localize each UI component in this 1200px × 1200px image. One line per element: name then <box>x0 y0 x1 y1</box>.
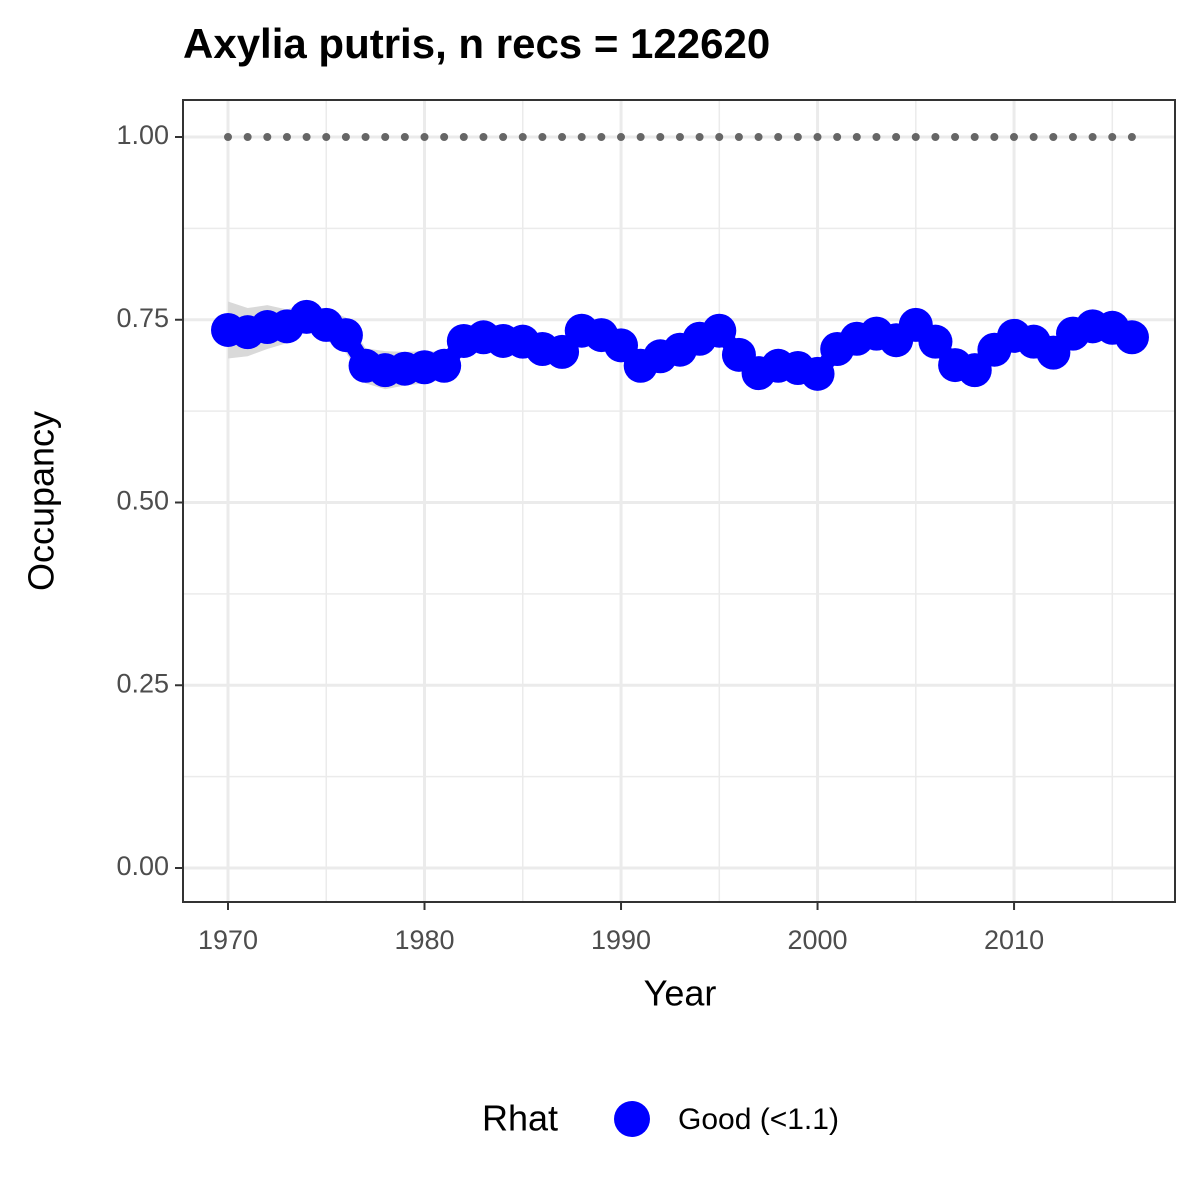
data-point <box>918 324 953 359</box>
chart-title: Axylia putris, n recs = 122620 <box>183 20 770 67</box>
x-tick-label: 1980 <box>394 925 454 955</box>
y-tick-label: 0.25 <box>116 668 169 698</box>
y-tick-label: 0.50 <box>116 486 169 516</box>
data-point <box>702 313 737 348</box>
legend-label: Good (<1.1) <box>678 1103 839 1136</box>
x-tick-label: 1970 <box>198 925 258 955</box>
data-point <box>328 318 363 353</box>
x-axis-title: Year <box>644 973 717 1014</box>
x-tick-label: 1990 <box>591 925 651 955</box>
plot-border <box>182 99 1176 903</box>
y-axis-title: Occupancy <box>21 411 62 591</box>
data-point <box>427 348 462 383</box>
y-tick-label: 1.00 <box>116 120 169 150</box>
x-tick-label: 2000 <box>788 925 848 955</box>
legend-key <box>614 1101 650 1137</box>
x-tick-label: 2010 <box>984 925 1044 955</box>
legend-title: Rhat <box>482 1098 558 1139</box>
data-point <box>1114 320 1149 355</box>
data-point <box>800 356 835 391</box>
y-tick-label: 0.75 <box>116 303 169 333</box>
y-tick-label: 0.00 <box>116 851 169 881</box>
